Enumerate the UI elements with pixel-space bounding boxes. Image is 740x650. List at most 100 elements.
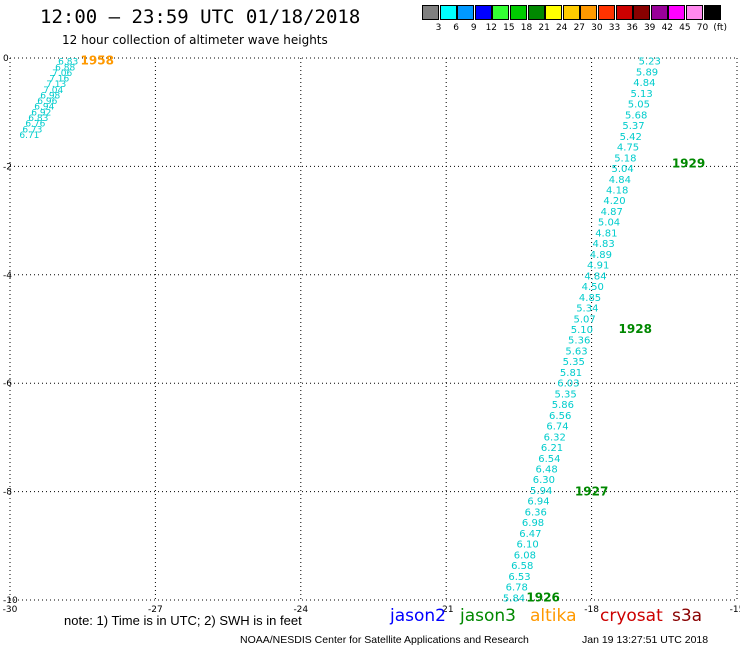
color-swatch-label: 18 (520, 23, 533, 33)
wave-height-point: 5.10 (571, 325, 593, 336)
wave-height-point: 7.04 (43, 86, 63, 96)
x-tick-label: -21 (439, 605, 454, 615)
wave-height-point: 6.78 (506, 583, 528, 594)
color-unit-label: (ft) (713, 23, 727, 33)
color-swatch (439, 5, 457, 20)
satellite-legend-item: altika (530, 606, 577, 626)
wave-height-point: 7.13 (46, 80, 66, 90)
chart-subtitle: 12 hour collection of altimeter wave hei… (62, 33, 328, 47)
wave-height-point: 6.48 (535, 465, 557, 476)
wave-height-point: 6.36 (525, 507, 547, 518)
x-tick-label: -24 (293, 605, 308, 615)
wave-height-point: 4.84 (633, 78, 655, 89)
pass-number-label: 1958 (81, 54, 114, 68)
wave-height-point: 6.83 (28, 114, 48, 124)
wave-height-point: 6.56 (549, 411, 571, 422)
wave-height-point: 5.34 (576, 304, 598, 315)
footer-note: note: 1) Time is in UTC; 2) SWH is in fe… (64, 613, 302, 628)
color-swatch (545, 5, 563, 20)
wave-height-point: 6.74 (546, 422, 568, 433)
wave-height-point: 6.30 (533, 475, 555, 486)
color-swatch (457, 5, 475, 20)
wave-height-point: 5.63 (565, 346, 587, 357)
wave-height-point: 5.89 (636, 67, 658, 78)
color-swatch-label: 33 (608, 23, 621, 33)
color-swatch-label: 45 (679, 23, 691, 33)
color-swatch (492, 5, 510, 20)
wave-height-point: 5.37 (622, 121, 644, 132)
color-swatch (633, 5, 651, 20)
color-swatch-label: 3 (435, 23, 442, 33)
wave-height-point: 6.98 (40, 91, 60, 101)
wave-height-point: 5.36 (568, 336, 590, 347)
wave-height-point: 6.94 (34, 103, 54, 113)
wave-height-point: 6.54 (538, 454, 560, 465)
wave-height-point: 6.92 (31, 108, 51, 118)
timestamp-text: Jan 19 13:27:51 UTC 2018 (582, 634, 709, 646)
wave-height-point: 6.58 (511, 561, 533, 572)
wave-height-point: 4.20 (603, 196, 625, 207)
wave-height-point: 4.50 (582, 282, 604, 293)
satellite-legend-item: cryosat (600, 606, 663, 626)
wave-height-point: 6.83 (58, 58, 78, 68)
wave-height-point: 4.84 (584, 271, 606, 282)
wave-height-point: 6.88 (55, 63, 75, 73)
wave-height-point: 5.94 (530, 486, 552, 497)
wave-height-point: 4.81 (595, 228, 617, 239)
y-tick-label: -8 (3, 488, 12, 498)
pass-number-label: 1928 (619, 322, 652, 336)
wave-height-point: 6.21 (541, 443, 563, 454)
color-swatch (580, 5, 598, 20)
wave-height-point: 6.96 (37, 97, 57, 107)
color-swatch (615, 5, 633, 20)
wave-height-point: 6.47 (519, 529, 541, 540)
color-swatch-label: 70 (696, 23, 709, 33)
x-tick-label: -18 (584, 605, 599, 615)
wave-height-point: 6.76 (25, 120, 45, 130)
wave-height-point: 5.42 (620, 132, 642, 143)
color-swatch (474, 5, 492, 20)
y-tick-label: -4 (3, 271, 12, 281)
wave-height-point: 6.10 (516, 540, 538, 551)
wave-height-point: 4.83 (592, 239, 614, 250)
y-tick-label: -2 (3, 162, 12, 172)
wave-height-point: 7.16 (49, 75, 69, 85)
wave-height-point: 5.23 (639, 57, 661, 68)
color-swatch (668, 5, 686, 20)
wave-height-point: 4.75 (617, 143, 639, 154)
credit-text: NOAA/NESDIS Center for Satellite Applica… (240, 634, 529, 646)
wave-height-point: 7.06 (52, 69, 72, 79)
color-swatch-label: 30 (591, 23, 603, 33)
color-swatch-label: 12 (485, 23, 498, 33)
color-swatch-label: 9 (470, 23, 477, 33)
color-swatch-label: 21 (538, 23, 550, 33)
wave-height-point: 4.89 (590, 250, 612, 261)
x-tick-label: -30 (3, 605, 18, 615)
color-swatch (562, 5, 580, 20)
color-swatch-label: 24 (555, 23, 568, 33)
color-swatch (527, 5, 545, 20)
color-swatch (703, 5, 721, 20)
pass-number-label: 1929 (672, 157, 705, 171)
wave-height-point: 6.73 (22, 125, 42, 135)
wave-height-point: 6.32 (544, 432, 566, 443)
y-tick-label: 0 (3, 54, 9, 64)
color-swatch (510, 5, 527, 20)
color-swatch (650, 5, 668, 20)
pass-number-label: 1927 (575, 485, 608, 499)
chart-title: 12:00 – 23:59 UTC 01/18/2018 (40, 6, 361, 28)
y-tick-label: -6 (3, 379, 12, 389)
satellite-legend-item: s3a (672, 606, 703, 626)
satellite-legend-item: jason2 (390, 606, 446, 626)
color-swatch-label: 27 (573, 23, 586, 33)
wave-height-point: 6.71 (19, 131, 39, 141)
wave-height-point: 5.84 (503, 593, 525, 604)
wave-height-point: 6.94 (527, 497, 549, 508)
color-swatch-label: 6 (453, 23, 459, 33)
wave-height-point: 4.85 (579, 293, 601, 304)
wave-height-point: 5.13 (630, 89, 652, 100)
wave-height-point: 4.91 (587, 261, 609, 272)
x-tick-label: -15 (730, 605, 740, 615)
wave-height-point: 5.04 (598, 218, 620, 229)
